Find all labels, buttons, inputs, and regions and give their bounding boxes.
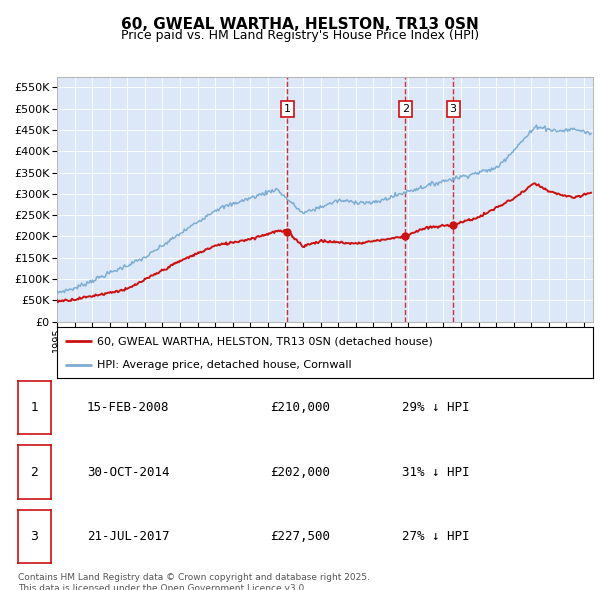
Text: £210,000: £210,000 [270,401,330,414]
Text: HPI: Average price, detached house, Cornwall: HPI: Average price, detached house, Corn… [97,360,352,370]
Text: 60, GWEAL WARTHA, HELSTON, TR13 0SN (detached house): 60, GWEAL WARTHA, HELSTON, TR13 0SN (det… [97,336,433,346]
Text: 31% ↓ HPI: 31% ↓ HPI [402,466,470,478]
Text: £227,500: £227,500 [270,530,330,543]
Text: 2: 2 [402,104,409,114]
Text: 29% ↓ HPI: 29% ↓ HPI [402,401,470,414]
Text: £202,000: £202,000 [270,466,330,478]
Text: 60, GWEAL WARTHA, HELSTON, TR13 0SN: 60, GWEAL WARTHA, HELSTON, TR13 0SN [121,17,479,31]
Text: Price paid vs. HM Land Registry's House Price Index (HPI): Price paid vs. HM Land Registry's House … [121,30,479,42]
Text: 30-OCT-2014: 30-OCT-2014 [87,466,170,478]
Text: Contains HM Land Registry data © Crown copyright and database right 2025.
This d: Contains HM Land Registry data © Crown c… [18,573,370,590]
Text: 3: 3 [31,530,38,543]
Text: 1: 1 [284,104,291,114]
Text: 1: 1 [31,401,38,414]
Text: 27% ↓ HPI: 27% ↓ HPI [402,530,470,543]
Text: 21-JUL-2017: 21-JUL-2017 [87,530,170,543]
Text: 3: 3 [449,104,457,114]
Text: 15-FEB-2008: 15-FEB-2008 [87,401,170,414]
Text: 2: 2 [31,466,38,478]
